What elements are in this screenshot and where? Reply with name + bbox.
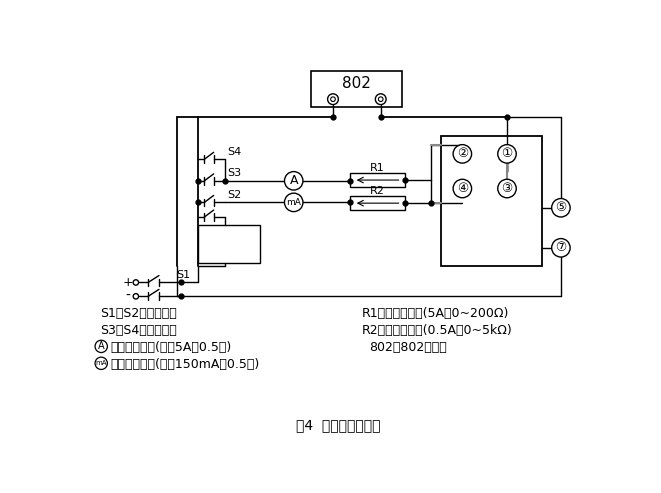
- Text: ③: ③: [502, 182, 513, 195]
- Circle shape: [284, 193, 303, 211]
- Circle shape: [133, 280, 139, 285]
- Text: 图4  产品检测线路图: 图4 产品检测线路图: [296, 418, 381, 432]
- Circle shape: [95, 357, 107, 369]
- Text: R2、可调电阻器(0.5A、0~5kΩ): R2、可调电阻器(0.5A、0~5kΩ): [362, 324, 512, 337]
- Text: -: -: [126, 289, 131, 303]
- Bar: [198, 225, 260, 263]
- Circle shape: [330, 97, 335, 102]
- Bar: [441, 136, 543, 266]
- Bar: [350, 173, 405, 187]
- Text: A: A: [98, 341, 104, 352]
- Text: mA: mA: [95, 360, 107, 366]
- Bar: [350, 196, 405, 210]
- Text: 802、802毫秒表: 802、802毫秒表: [369, 341, 447, 354]
- Text: +: +: [123, 276, 134, 289]
- Circle shape: [328, 94, 338, 105]
- Text: mA: mA: [286, 198, 301, 207]
- Text: S2: S2: [227, 190, 242, 200]
- Text: R1、可调电阻器(5A、0~200Ω): R1、可调电阻器(5A、0~200Ω): [362, 307, 509, 320]
- Text: ①: ①: [502, 147, 513, 160]
- Text: A: A: [290, 175, 298, 187]
- Circle shape: [552, 199, 570, 217]
- Text: 802: 802: [342, 76, 371, 91]
- Text: ⑤: ⑤: [555, 201, 566, 214]
- Circle shape: [95, 340, 107, 352]
- Circle shape: [133, 294, 139, 299]
- Text: R2: R2: [370, 186, 385, 196]
- Text: S4: S4: [227, 146, 242, 157]
- Text: S3: S3: [227, 168, 242, 178]
- Circle shape: [284, 172, 303, 190]
- Circle shape: [378, 97, 383, 102]
- Circle shape: [498, 144, 516, 163]
- Text: ⑦: ⑦: [555, 241, 566, 254]
- Circle shape: [498, 179, 516, 198]
- Bar: [311, 70, 403, 107]
- Text: S3、S4：单刀开关: S3、S4：单刀开关: [100, 324, 176, 337]
- Circle shape: [453, 179, 471, 198]
- Text: S1: S1: [176, 270, 191, 280]
- Circle shape: [552, 239, 570, 257]
- Text: ②: ②: [457, 147, 468, 160]
- Text: 、直流毫安表(量程150mA、0.5级): 、直流毫安表(量程150mA、0.5级): [110, 358, 260, 371]
- Text: R1: R1: [370, 163, 385, 173]
- Text: ④: ④: [457, 182, 468, 195]
- Text: S1、S2：双刀开关: S1、S2：双刀开关: [100, 307, 176, 320]
- Circle shape: [375, 94, 386, 105]
- Circle shape: [453, 144, 471, 163]
- Text: 、直流电流表(量程5A、0.5级): 、直流电流表(量程5A、0.5级): [110, 341, 232, 354]
